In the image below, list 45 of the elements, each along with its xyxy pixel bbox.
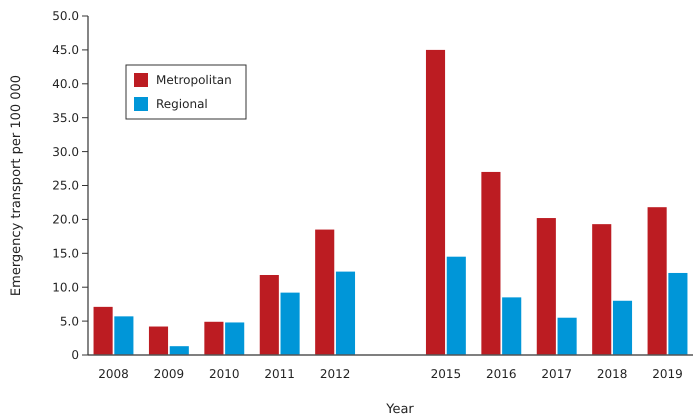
- bar: [612, 300, 632, 355]
- bar: [336, 272, 356, 355]
- bar: [315, 230, 334, 355]
- legend-label: Regional: [156, 97, 208, 112]
- bar: [481, 172, 500, 355]
- x-tick-label: 2012: [320, 367, 350, 381]
- y-tick-label: 40.0: [52, 77, 79, 91]
- x-tick-label: 2011: [264, 367, 295, 381]
- bar: [280, 292, 300, 355]
- y-axis-title: Emergency transport per 100 000: [9, 74, 24, 296]
- y-tick-label: 25.0: [52, 178, 79, 193]
- x-tick-label: 2008: [98, 367, 129, 381]
- bar: [536, 218, 556, 355]
- y-tick-label: 35.0: [52, 110, 79, 125]
- y-tick-label: 30.0: [52, 144, 79, 159]
- bar: [260, 274, 279, 355]
- y-tick-label: 0: [71, 348, 79, 362]
- bar: [204, 322, 224, 355]
- bar: [114, 316, 134, 355]
- x-tick-label: 2016: [486, 367, 517, 381]
- legend-label: Metropolitan: [156, 73, 232, 88]
- y-tick-label: 10.0: [52, 280, 79, 294]
- y-tick-label: 45.0: [52, 43, 79, 58]
- bar: [170, 346, 189, 355]
- bar: [502, 297, 522, 355]
- bar: [148, 326, 168, 355]
- x-tick-label: 2019: [652, 367, 683, 381]
- bar: [94, 306, 113, 355]
- bar: [426, 50, 446, 355]
- bar: [592, 224, 612, 355]
- x-tick-label: 2015: [430, 367, 462, 381]
- x-tick-label: 2009: [154, 367, 184, 381]
- y-tick-label: 20.0: [52, 212, 79, 227]
- bar: [558, 318, 577, 355]
- x-tick-label: 2010: [209, 367, 240, 381]
- x-tick-label: 2017: [541, 367, 572, 381]
- y-tick-label: 15.0: [52, 246, 79, 260]
- bar: [225, 322, 244, 355]
- y-tick-label: 50.0: [52, 9, 79, 24]
- bar: [648, 207, 667, 355]
- bar: [446, 256, 466, 355]
- x-tick-label: 2018: [596, 367, 628, 381]
- bar: [668, 272, 688, 355]
- x-axis-title: Year: [385, 402, 414, 417]
- y-tick-label: 5.0: [60, 314, 79, 328]
